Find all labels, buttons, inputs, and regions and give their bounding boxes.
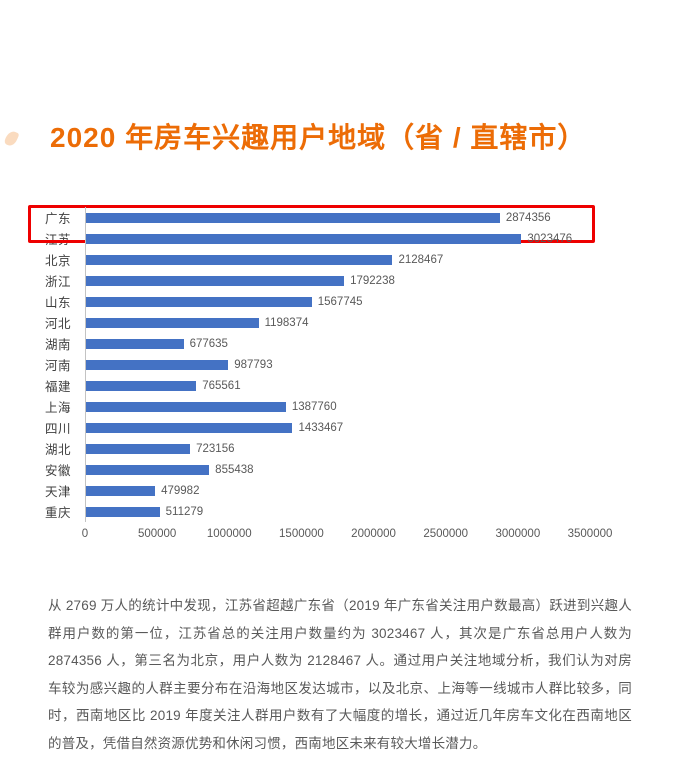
chart-row: 四川 1433467 — [35, 417, 590, 438]
bar — [86, 254, 393, 265]
x-tick-label: 0 — [81, 528, 89, 540]
x-tick-label: 3500000 — [567, 528, 613, 540]
category-label: 广东 — [45, 212, 72, 226]
x-tick-label: 1000000 — [206, 528, 252, 540]
category-label: 浙江 — [45, 275, 72, 289]
bar — [86, 317, 259, 328]
value-label: 987793 — [234, 358, 273, 371]
bar — [86, 275, 345, 286]
chart-row: 江苏 3023476 — [35, 228, 590, 249]
bar-track: 723156 — [85, 438, 590, 459]
bar-chart: 广东 2874356 江苏 3023476 北京 2128467 浙江 1792238 山东 15… — [28, 205, 613, 546]
x-tick-label: 2000000 — [351, 528, 396, 540]
bar-track: 855438 — [85, 459, 590, 480]
bar-track: 1792238 — [85, 270, 590, 291]
value-label: 677635 — [189, 337, 228, 350]
bar-track: 2128467 — [85, 249, 590, 270]
category-label: 天津 — [45, 485, 72, 499]
bar — [86, 464, 210, 475]
category-label: 重庆 — [45, 506, 72, 520]
bar-track: 511279 — [85, 501, 590, 522]
chart-row: 浙江 1792238 — [35, 270, 590, 291]
bar-track: 987793 — [85, 354, 590, 375]
chart-row: 北京 2128467 — [35, 249, 590, 270]
category-label: 安徽 — [45, 464, 72, 478]
chart-row: 湖北 723156 — [35, 438, 590, 459]
x-tick-label: 1500000 — [279, 528, 324, 540]
chart-row: 上海 1387760 — [35, 396, 590, 417]
chart-row: 天津 479982 — [35, 480, 590, 501]
x-tick-label: 500000 — [137, 528, 177, 540]
chart-row: 河南 987793 — [35, 354, 590, 375]
bar-track: 479982 — [85, 480, 590, 501]
bar — [86, 359, 229, 370]
value-label: 3023476 — [527, 232, 573, 245]
value-label: 1567745 — [317, 295, 363, 308]
value-label: 1433467 — [298, 421, 344, 434]
value-label: 1198374 — [264, 316, 309, 329]
category-label: 福建 — [45, 380, 72, 394]
value-label: 855438 — [215, 463, 254, 476]
value-label: 765561 — [202, 379, 241, 392]
x-tick-label: 3000000 — [495, 528, 541, 540]
analysis-paragraph: 从 2769 万人的统计中发现，江苏省超越广东省（2019 年广东省关注用户数最… — [48, 598, 632, 751]
page-title: 2020 年房车兴趣用户地域（省 / 直辖市） — [50, 122, 587, 153]
x-axis: 0 500000 1000000 1500000 2000000 2500000 30000… — [81, 528, 613, 546]
bar-track: 3023476 — [85, 228, 590, 249]
bar-track: 765561 — [85, 375, 590, 396]
chart-row: 福建 765561 — [35, 375, 590, 396]
chart-row: 湖南 677635 — [35, 333, 590, 354]
chart-row: 安徽 855438 — [35, 459, 590, 480]
page-margin-artifact — [3, 129, 20, 148]
bar-track: 1567745 — [85, 291, 590, 312]
category-label: 四川 — [45, 422, 72, 436]
bar-track: 1433467 — [85, 417, 590, 438]
bar — [86, 485, 156, 496]
bar-track: 1387760 — [85, 396, 590, 417]
value-label: 2874356 — [505, 211, 551, 224]
value-label: 511279 — [165, 505, 204, 518]
category-label: 河南 — [45, 359, 72, 373]
bar — [86, 296, 312, 307]
value-label: 1792238 — [350, 274, 395, 287]
bar — [86, 506, 160, 517]
chart-row: 重庆 511279 — [35, 501, 590, 522]
value-label: 2128467 — [398, 253, 444, 266]
category-label: 湖北 — [45, 443, 72, 457]
category-label: 江苏 — [45, 233, 72, 247]
chart-rows: 广东 2874356 江苏 3023476 北京 2128467 浙江 1792238 山东 15… — [28, 205, 595, 522]
bar — [86, 422, 293, 433]
category-label: 河北 — [45, 317, 72, 331]
category-label: 山东 — [45, 296, 72, 310]
chart-row: 河北 1198374 — [35, 312, 590, 333]
bar — [86, 338, 184, 349]
x-tick-label: 2500000 — [423, 528, 469, 540]
bar-track: 677635 — [85, 333, 590, 354]
bar — [86, 401, 286, 412]
bar — [86, 380, 197, 391]
bar — [86, 233, 522, 244]
category-label: 北京 — [45, 254, 72, 268]
bar-track: 2874356 — [85, 207, 590, 228]
value-label: 723156 — [196, 442, 235, 455]
chart-row: 山东 1567745 — [35, 291, 590, 312]
value-label: 1387760 — [291, 400, 337, 413]
category-label: 上海 — [45, 401, 72, 415]
chart-row: 广东 2874356 — [35, 207, 590, 228]
bar-track: 1198374 — [85, 312, 590, 333]
value-label: 479982 — [161, 484, 200, 497]
bar — [86, 443, 191, 454]
bar — [86, 212, 500, 223]
category-label: 湖南 — [45, 338, 72, 352]
